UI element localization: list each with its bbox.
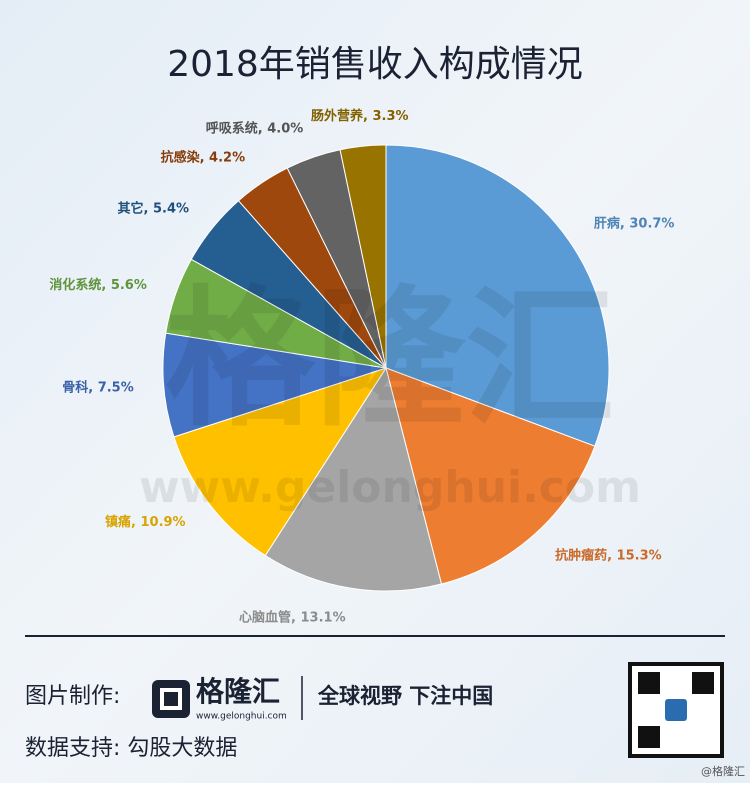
handle: @格隆汇 bbox=[701, 764, 745, 778]
data-label: 其它, 5.4% bbox=[118, 201, 190, 217]
pie-slice bbox=[173, 367, 388, 557]
pie-slice bbox=[385, 144, 610, 447]
data-label: 抗肿瘤药, 15.3% bbox=[555, 548, 662, 564]
data-label: 骨科, 7.5% bbox=[62, 379, 134, 395]
pie-slice bbox=[264, 366, 443, 592]
qr-finder bbox=[692, 672, 714, 694]
pie-slice bbox=[339, 144, 387, 369]
slogan: 全球视野 下注中国 bbox=[317, 684, 493, 708]
pie-slice bbox=[162, 332, 387, 438]
data-label: 肝病, 30.7% bbox=[594, 215, 675, 231]
data-label: 肠外营养, 3.3% bbox=[311, 108, 409, 124]
data-label: 镇痛, 10.9% bbox=[105, 514, 186, 530]
data-label: 心脑血管, 13.1% bbox=[239, 609, 346, 625]
data-label: 呼吸系统, 4.0% bbox=[206, 120, 304, 136]
logo-text: 格隆汇 bbox=[196, 675, 280, 708]
pie: 肝病, 30.7% 抗肿瘤药, 15.3% 心脑血管, 13.1% 镇痛, 10.9%… bbox=[49, 108, 674, 625]
chart-title: 2018年销售收入构成情况 bbox=[167, 44, 583, 85]
made-by: 图片制作: bbox=[25, 684, 120, 709]
watermark-url: www.gelonghui.com bbox=[139, 462, 641, 513]
logo-icon bbox=[152, 680, 190, 718]
data-source: 数据支持: 勾股大数据 bbox=[25, 736, 237, 761]
qr-finder bbox=[638, 726, 660, 748]
logo-icon-inner bbox=[160, 688, 182, 710]
pie-slice bbox=[385, 367, 596, 585]
logo-url: www.gelonghui.com bbox=[196, 712, 287, 722]
data-label: 抗感染, 4.2% bbox=[161, 149, 246, 165]
qr-logo bbox=[665, 699, 687, 721]
watermark: 格隆汇 bbox=[165, 273, 615, 447]
qr-finder bbox=[638, 672, 660, 694]
data-label: 消化系统, 5.6% bbox=[49, 277, 147, 293]
